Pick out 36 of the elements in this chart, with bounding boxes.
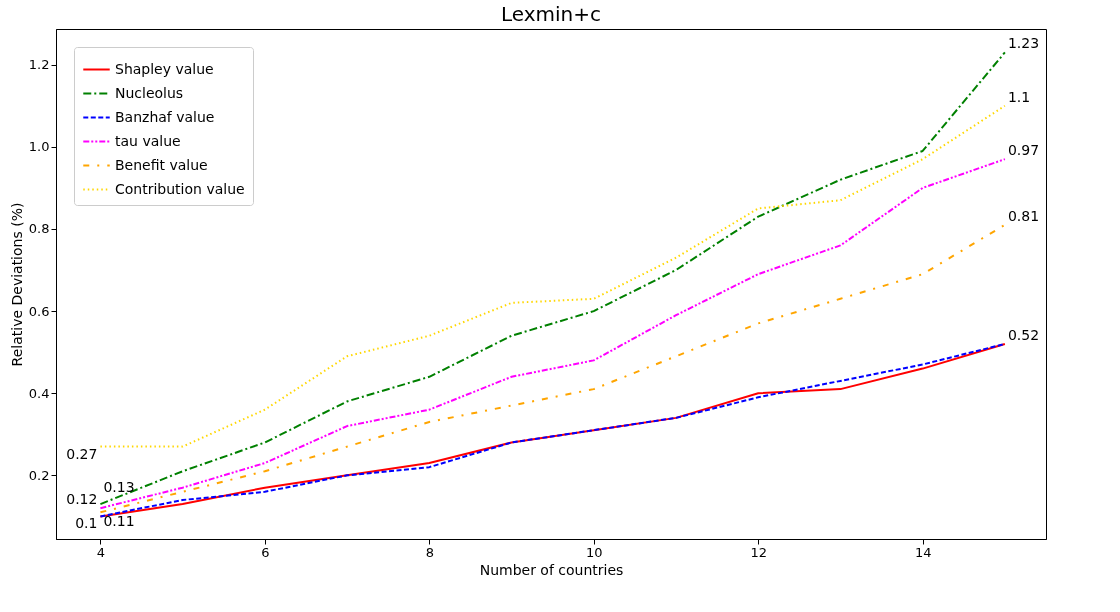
chart-title: Lexmin+c bbox=[500, 2, 602, 26]
x-tick-label: 12 bbox=[750, 544, 767, 560]
y-tick-label: 0.4 bbox=[28, 385, 50, 401]
y-tick-label: 1.0 bbox=[28, 139, 50, 155]
data-label: 0.52 bbox=[1007, 326, 1040, 343]
data-label: 0.1 bbox=[75, 515, 98, 532]
x-tick-label: 4 bbox=[96, 544, 106, 560]
legend-label: Nucleolus bbox=[115, 84, 184, 101]
line-series bbox=[99, 104, 1006, 448]
legend-label: Contribution value bbox=[115, 180, 245, 197]
y-axis-title: Relative Deviations (%) bbox=[8, 202, 25, 367]
data-label: 0.27 bbox=[66, 445, 98, 462]
legend-label: Shapley value bbox=[115, 60, 214, 77]
x-tick-label: 14 bbox=[914, 544, 932, 560]
data-label: 1.1 bbox=[1007, 88, 1031, 105]
data-label: 0.81 bbox=[1007, 207, 1040, 224]
line-series bbox=[99, 158, 1006, 510]
data-label: 0.13 bbox=[103, 479, 135, 496]
y-tick-label: 0.6 bbox=[28, 303, 50, 319]
y-tick-label: 1.2 bbox=[28, 57, 50, 73]
legend-label: Benefit value bbox=[115, 156, 208, 173]
x-tick-label: 10 bbox=[585, 544, 603, 560]
x-axis-title: Number of countries bbox=[479, 561, 624, 578]
y-tick-label: 0.2 bbox=[28, 467, 50, 483]
line-series bbox=[99, 223, 1006, 514]
x-tick-label: 8 bbox=[425, 544, 434, 560]
line-series bbox=[99, 342, 1006, 518]
y-tick-label: 0.8 bbox=[28, 221, 50, 237]
x-tick-label: 6 bbox=[261, 544, 270, 560]
data-label: 0.97 bbox=[1007, 142, 1040, 159]
data-label: 0.12 bbox=[66, 491, 98, 508]
legend-label: Banzhaf value bbox=[115, 108, 215, 125]
data-label: 1.23 bbox=[1007, 35, 1040, 52]
legend-label: tau value bbox=[115, 132, 181, 149]
data-label: 0.11 bbox=[103, 513, 135, 530]
line-series bbox=[99, 51, 1006, 506]
